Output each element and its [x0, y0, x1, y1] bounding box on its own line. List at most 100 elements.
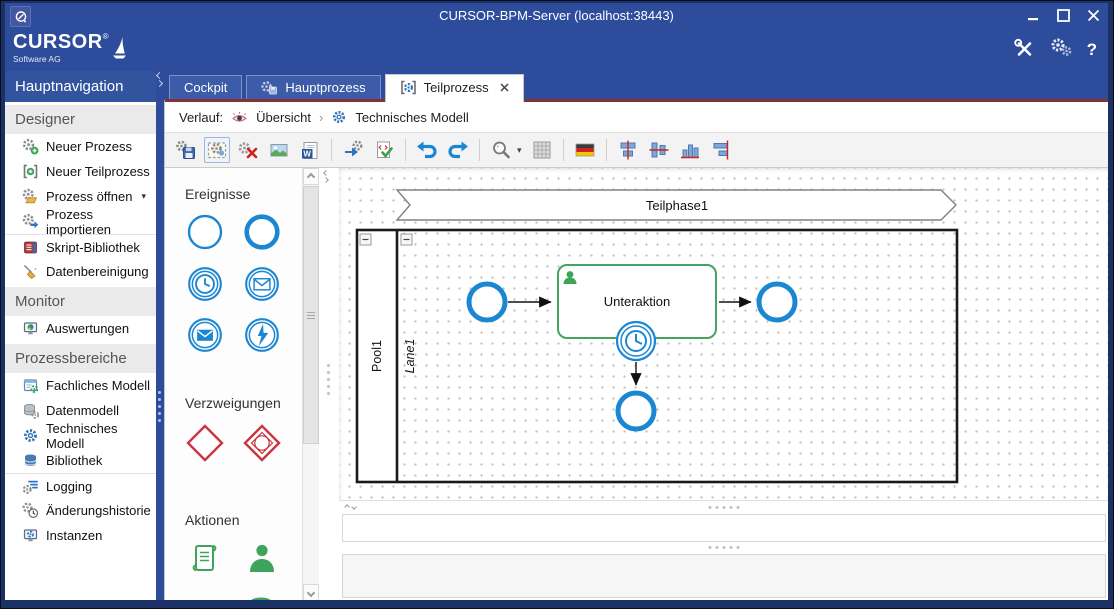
- align-right-icon[interactable]: [708, 137, 734, 163]
- splitter-collapse-icons[interactable]: [323, 170, 329, 183]
- chevron-left-icon[interactable]: [155, 71, 164, 80]
- sidebar: Hauptnavigation Designer Neuer Prozess N…: [5, 71, 156, 602]
- user-task-icon: [563, 271, 577, 284]
- content-area: Ereignisse: [165, 168, 1109, 601]
- palette-canvas-splitter[interactable]: [319, 168, 339, 601]
- sidebar-item-fachliches-modell[interactable]: Fachliches Modell: [5, 373, 156, 398]
- tab-cockpit[interactable]: Cockpit: [169, 75, 243, 99]
- save-selection-icon[interactable]: [204, 137, 230, 163]
- import-process-icon: [22, 213, 39, 229]
- sidebar-item-instanzen[interactable]: Instanzen: [5, 523, 156, 548]
- splitter-collapse-icons[interactable]: [155, 71, 164, 88]
- save-process-icon[interactable]: [173, 137, 199, 163]
- brand-subtitle: Software AG: [13, 54, 61, 64]
- subprocess-action[interactable]: [185, 591, 225, 601]
- minimize-icon[interactable]: [1026, 8, 1040, 22]
- align-center-vertical-icon[interactable]: [615, 137, 641, 163]
- sidebar-item-label: Logging: [46, 478, 93, 494]
- window-controls: [1026, 8, 1100, 22]
- sidebar-item-skript-bibliothek[interactable]: Skript-Bibliothek: [5, 234, 156, 259]
- sidebar-item-prozess-importieren[interactable]: Prozess importieren: [5, 207, 156, 237]
- sidebar-item-datenmodell[interactable]: Datenmodell: [5, 398, 156, 423]
- admin-gears-icon[interactable]: [1049, 37, 1073, 63]
- palette-gateways-grid: [165, 421, 302, 470]
- phase-banner[interactable]: Teilphase1: [395, 189, 957, 221]
- data-model-icon: [24, 404, 39, 419]
- tab-teilprozess[interactable]: Teilprozess: [384, 74, 524, 102]
- message-throw-event[interactable]: [186, 316, 224, 359]
- chevron-right-icon[interactable]: [155, 79, 164, 88]
- sidebar-item-logging[interactable]: Logging: [5, 473, 156, 498]
- settings-tools-icon[interactable]: [1013, 38, 1035, 63]
- close-icon[interactable]: [1086, 8, 1100, 22]
- instances-icon: [23, 529, 38, 542]
- splitter-grip[interactable]: [708, 546, 740, 549]
- maximize-icon[interactable]: [1056, 8, 1070, 22]
- language-german-icon[interactable]: [572, 137, 598, 163]
- start-event[interactable]: [185, 212, 225, 257]
- end-event-shape-2[interactable]: [615, 390, 657, 432]
- tab-hauptprozess[interactable]: Hauptprozess: [246, 75, 381, 99]
- scroll-up-icon[interactable]: [303, 168, 319, 185]
- align-bottom-icon[interactable]: [677, 137, 703, 163]
- pool[interactable]: Pool1 Lane1: [355, 228, 959, 484]
- breadcrumb-item-uebersicht[interactable]: Übersicht: [256, 109, 312, 125]
- undo-icon[interactable]: [414, 137, 440, 163]
- export-word-icon[interactable]: W: [297, 137, 323, 163]
- sidebar-item-auswertungen[interactable]: Auswertungen: [5, 316, 156, 341]
- splitter-collapse-icons[interactable]: [344, 504, 357, 510]
- splitter-grip[interactable]: [708, 506, 740, 509]
- scroll-down-icon[interactable]: [303, 584, 319, 601]
- zoom-icon[interactable]: [488, 137, 514, 163]
- error-event[interactable]: [243, 316, 281, 359]
- chevron-down-icon[interactable]: [351, 504, 357, 510]
- chevron-right-icon[interactable]: [323, 177, 329, 183]
- chevron-left-icon[interactable]: [323, 170, 329, 176]
- sidebar-item-neuer-prozess[interactable]: Neuer Prozess: [5, 134, 156, 159]
- database-action[interactable]: [242, 591, 282, 601]
- tab-close-icon[interactable]: [500, 82, 509, 92]
- complex-gateway[interactable]: [240, 421, 284, 470]
- exclusive-gateway[interactable]: [183, 421, 227, 470]
- sidebar-item-neuer-teilprozess[interactable]: Neuer Teilprozess: [5, 159, 156, 184]
- breadcrumb-item-technisches-modell[interactable]: Technisches Modell: [355, 109, 469, 125]
- script-action[interactable]: [185, 538, 225, 583]
- sidebar-item-label: Neuer Teilprozess: [46, 164, 150, 179]
- message-catch-event[interactable]: [243, 265, 281, 308]
- palette-scrollbar[interactable]: [302, 168, 319, 601]
- deploy-process-icon[interactable]: [340, 137, 366, 163]
- end-event[interactable]: [242, 212, 282, 257]
- sidebar-item-technisches-modell[interactable]: Technisches Modell: [5, 420, 156, 451]
- app-icon[interactable]: [10, 6, 31, 27]
- scrollbar-thumb[interactable]: [303, 186, 319, 444]
- help-icon[interactable]: ?: [1086, 40, 1097, 59]
- chevron-up-icon[interactable]: [344, 504, 350, 510]
- export-image-icon[interactable]: [266, 137, 292, 163]
- sidebar-item-bibliothek[interactable]: Bibliothek: [5, 448, 156, 473]
- detail-panel-splitter[interactable]: [339, 542, 1109, 554]
- sidebar-item-datenbereinigung[interactable]: Datenbereinigung: [5, 259, 156, 284]
- canvas-bottom-splitter[interactable]: [339, 501, 1109, 514]
- validate-script-icon[interactable]: [371, 137, 397, 163]
- timer-event[interactable]: [186, 265, 224, 308]
- dropdown-caret-icon[interactable]: ▾: [141, 191, 146, 201]
- zoom-dropdown-caret-icon[interactable]: ▾: [517, 144, 522, 155]
- delete-process-icon[interactable]: [235, 137, 261, 163]
- splitter-grip[interactable]: [327, 364, 330, 395]
- subprocess-tab-icon: [400, 80, 416, 94]
- sidebar-item-aenderungshistorie[interactable]: Änderungshistorie: [5, 498, 156, 523]
- user-action[interactable]: [242, 538, 282, 583]
- end-event-shape[interactable]: [756, 281, 798, 323]
- grid-icon[interactable]: [529, 137, 555, 163]
- timer-boundary-event[interactable]: [615, 320, 657, 362]
- sidebar-item-prozess-oeffnen[interactable]: Prozess öffnen ▾: [5, 184, 156, 209]
- toolbar-separator: [479, 139, 480, 161]
- start-event-shape[interactable]: [466, 281, 508, 323]
- splitter-grip[interactable]: [158, 391, 161, 422]
- task-unteraktion[interactable]: Unteraktion: [557, 264, 717, 339]
- sidebar-item-label: Technisches Modell: [46, 420, 118, 451]
- redo-icon[interactable]: [445, 137, 471, 163]
- align-middle-horizontal-icon[interactable]: [646, 137, 672, 163]
- sidebar-splitter[interactable]: [155, 71, 164, 602]
- process-canvas[interactable]: Teilphase1 Pool1: [339, 168, 1109, 501]
